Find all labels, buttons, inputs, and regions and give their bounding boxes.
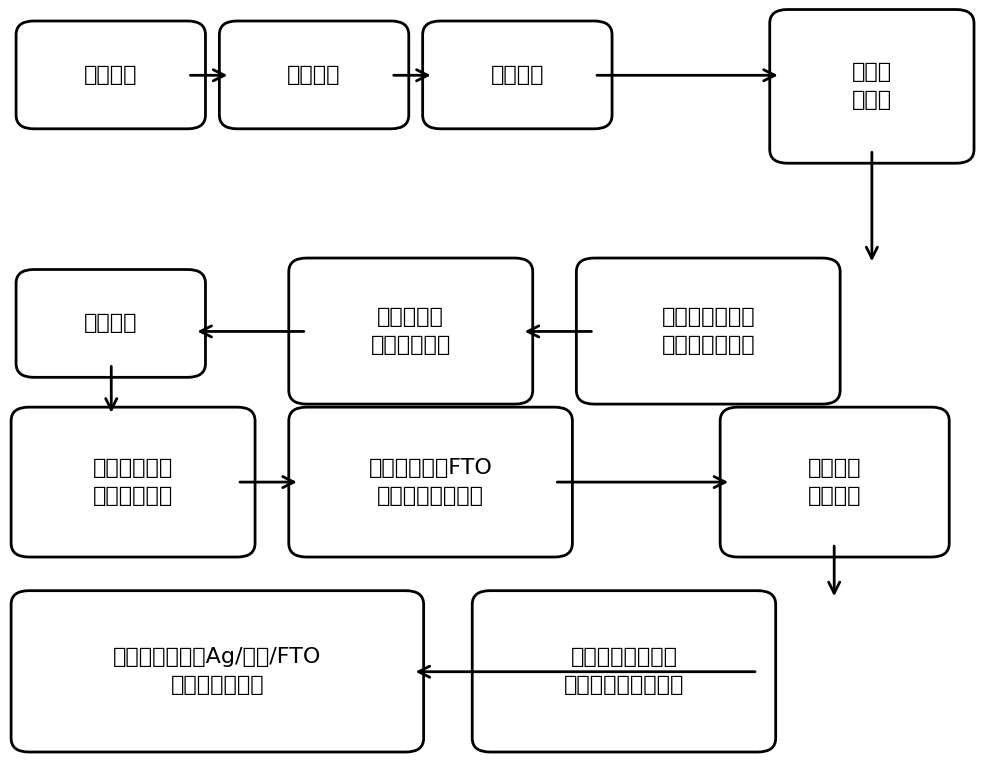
Text: 干燥处在液体
中的树叶粉末: 干燥处在液体 中的树叶粉末 xyxy=(93,458,173,506)
Text: 利用真空沉积法在
薄膜表面制备上电极: 利用真空沉积法在 薄膜表面制备上电极 xyxy=(564,647,684,696)
Text: 将树叶粉末
分散在酒精中: 将树叶粉末 分散在酒精中 xyxy=(371,307,451,355)
Text: 最终制备成具有Ag/树叶/FTO
结构的忆阻器件: 最终制备成具有Ag/树叶/FTO 结构的忆阻器件 xyxy=(113,647,322,696)
FancyBboxPatch shape xyxy=(11,407,255,557)
FancyBboxPatch shape xyxy=(576,258,840,404)
Text: 剪碎树叶: 剪碎树叶 xyxy=(491,65,544,85)
FancyBboxPatch shape xyxy=(16,21,205,129)
Text: 干燥旋涂
好的薄膜: 干燥旋涂 好的薄膜 xyxy=(808,458,861,506)
Text: 将树叶粉末在FTO
基片上旋涂成薄膜: 将树叶粉末在FTO 基片上旋涂成薄膜 xyxy=(369,458,493,506)
Text: 进行抽虑: 进行抽虑 xyxy=(84,313,138,333)
FancyBboxPatch shape xyxy=(289,407,572,557)
Text: 干燥树
叶碎片: 干燥树 叶碎片 xyxy=(852,63,892,111)
Text: 收集树叶: 收集树叶 xyxy=(84,65,138,85)
Text: 将干燥好的树叶
碎片研磨成粉末: 将干燥好的树叶 碎片研磨成粉末 xyxy=(661,307,755,355)
FancyBboxPatch shape xyxy=(11,591,424,752)
FancyBboxPatch shape xyxy=(770,9,974,163)
FancyBboxPatch shape xyxy=(219,21,409,129)
FancyBboxPatch shape xyxy=(720,407,949,557)
FancyBboxPatch shape xyxy=(423,21,612,129)
FancyBboxPatch shape xyxy=(16,270,205,377)
FancyBboxPatch shape xyxy=(472,591,776,752)
FancyBboxPatch shape xyxy=(289,258,533,404)
Text: 清洗树叶: 清洗树叶 xyxy=(287,65,341,85)
